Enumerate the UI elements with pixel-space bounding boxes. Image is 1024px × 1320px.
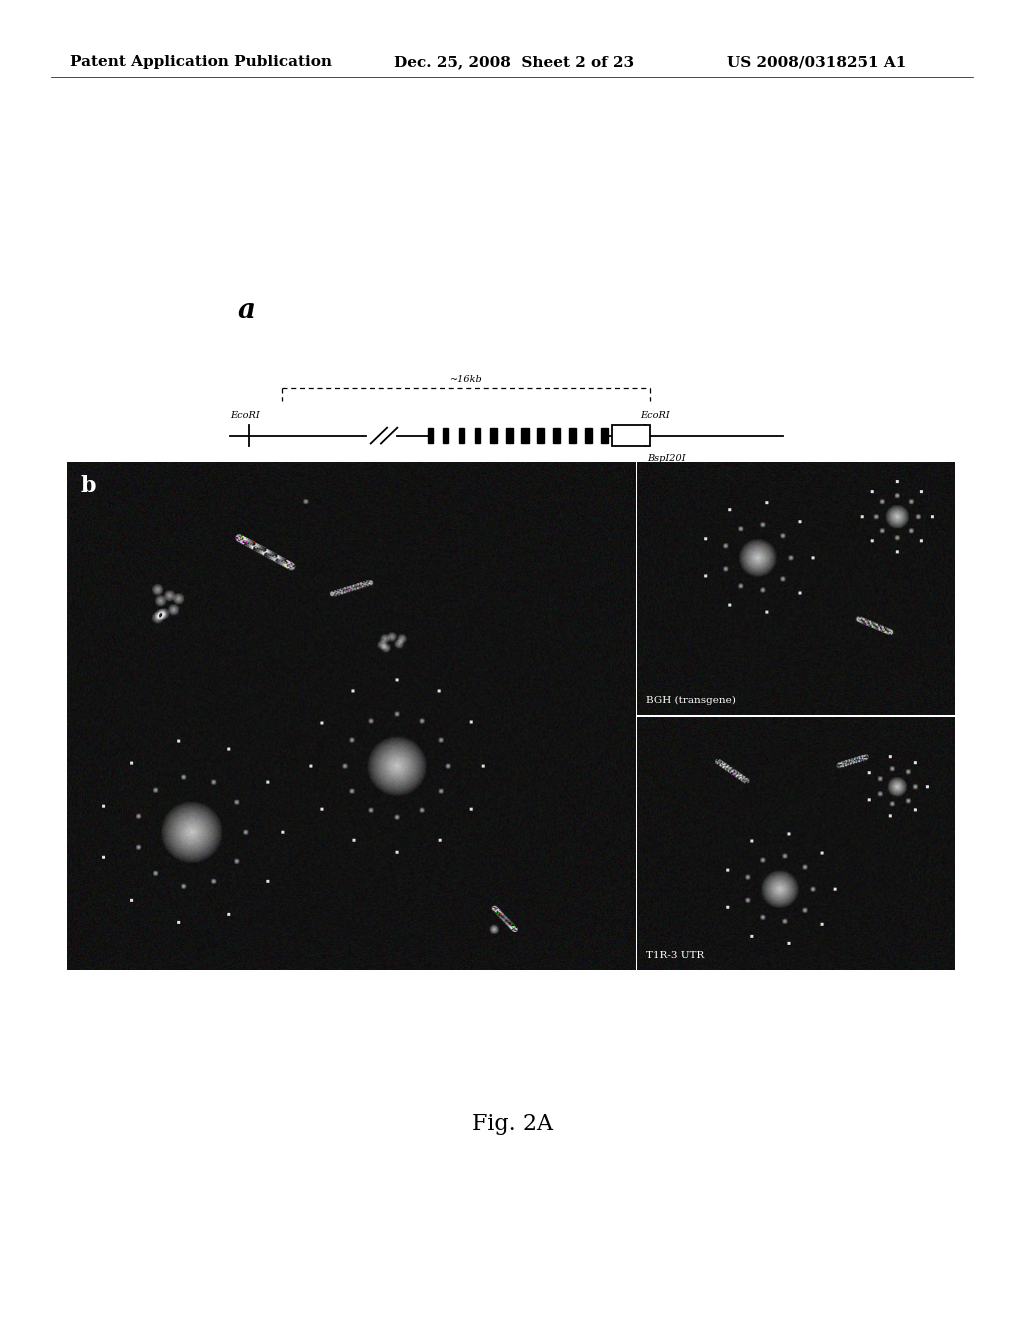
Bar bbox=[569, 428, 577, 442]
Bar bbox=[538, 428, 545, 442]
Text: b: b bbox=[81, 475, 96, 496]
Bar bbox=[585, 504, 592, 519]
Bar bbox=[428, 504, 432, 519]
Bar bbox=[475, 428, 480, 442]
Bar bbox=[521, 504, 528, 519]
Text: BGH (transgene): BGH (transgene) bbox=[646, 696, 736, 705]
Bar bbox=[489, 504, 497, 519]
Text: BspI20I: BspI20I bbox=[647, 454, 686, 463]
Bar bbox=[600, 504, 608, 519]
Bar bbox=[538, 504, 545, 519]
Bar bbox=[459, 504, 464, 519]
Text: T1R-3 UTR: T1R-3 UTR bbox=[646, 952, 705, 960]
Bar bbox=[553, 504, 560, 519]
Text: US 2008/0318251 A1: US 2008/0318251 A1 bbox=[727, 55, 906, 70]
Bar bbox=[569, 504, 577, 519]
Bar bbox=[459, 428, 464, 442]
Bar bbox=[612, 425, 650, 446]
Text: ~16kb: ~16kb bbox=[450, 375, 482, 384]
Text: Fig. 2A: Fig. 2A bbox=[471, 1113, 553, 1135]
Text: Patent Application Publication: Patent Application Publication bbox=[70, 55, 332, 70]
Bar bbox=[443, 428, 449, 442]
Text: EcoRI: EcoRI bbox=[640, 411, 670, 420]
Text: EcoRI: EcoRI bbox=[230, 411, 260, 420]
Text: 1kb: 1kb bbox=[686, 544, 705, 553]
Bar bbox=[553, 428, 560, 442]
Bar bbox=[600, 428, 608, 442]
Text: BGH: BGH bbox=[611, 486, 635, 495]
Text: NotI: NotI bbox=[606, 533, 629, 543]
Bar bbox=[506, 428, 513, 442]
Bar bbox=[443, 504, 449, 519]
Bar bbox=[521, 428, 528, 442]
Text: Dec. 25, 2008  Sheet 2 of 23: Dec. 25, 2008 Sheet 2 of 23 bbox=[394, 55, 634, 70]
Bar bbox=[475, 504, 480, 519]
Bar bbox=[489, 428, 497, 442]
Bar bbox=[428, 428, 432, 442]
Bar bbox=[585, 428, 592, 442]
Bar bbox=[506, 504, 513, 519]
Text: EcoRI: EcoRI bbox=[230, 487, 260, 496]
Text: a: a bbox=[238, 297, 256, 323]
